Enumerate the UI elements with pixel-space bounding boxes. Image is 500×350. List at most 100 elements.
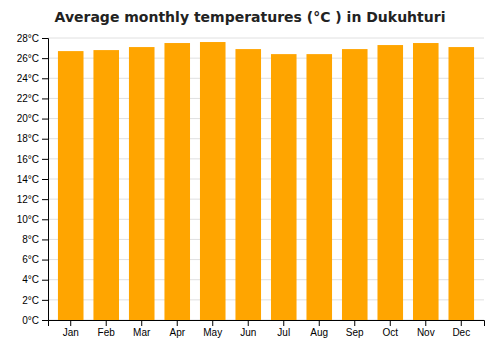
tick-mark	[42, 159, 48, 160]
tick: Aug	[310, 320, 328, 338]
bar	[58, 51, 84, 320]
chart: 0°C 2°C 4°C 6°C 8°C 10°C 12°C 14°C 16°C 18°C 20°C 2…	[0, 0, 500, 350]
tick: 2°C	[22, 295, 48, 306]
tick-label: 4°C	[22, 274, 39, 285]
tick-label: 2°C	[22, 295, 39, 306]
axis-line	[49, 321, 485, 327]
grid-line	[48, 38, 484, 39]
tick: Oct	[382, 320, 398, 338]
title: Average monthly temperatures (°C ) in Du…	[55, 9, 446, 25]
tick-mark	[70, 320, 71, 326]
tick: 26°C	[17, 53, 48, 64]
tick-mark	[177, 320, 178, 326]
tick-label: 8°C	[22, 234, 39, 245]
tick-label: 10°C	[17, 214, 39, 225]
tick-label: Sep	[346, 327, 364, 338]
axis-line	[42, 39, 49, 321]
tick-label: 28°C	[17, 33, 39, 44]
tick-mark	[390, 320, 391, 326]
tick-label: Jan	[63, 327, 79, 338]
tick-label: Aug	[310, 327, 328, 338]
tick-label: 24°C	[17, 73, 39, 84]
y-axis: 0°C 2°C 4°C 6°C 8°C 10°C 12°C 14°C 16°C 18°C 20°C 2…	[17, 33, 49, 326]
tick: 20°C	[17, 113, 48, 124]
tick-mark	[42, 239, 48, 240]
x-axis: Jan Feb Mar Apr May Jun Jul Aug Sep Oct Nov Dec	[49, 320, 485, 338]
tick-label: Jun	[240, 327, 256, 338]
plot: 0°C 2°C 4°C 6°C 8°C 10°C 12°C 14°C 16°C 18°C 20°C 2…	[17, 33, 485, 338]
tick-mark	[319, 320, 320, 326]
tick-label: 0°C	[22, 315, 39, 326]
tick-mark	[42, 320, 48, 321]
tick-mark	[42, 300, 48, 301]
tick-label: 22°C	[17, 93, 39, 104]
tick-mark	[42, 199, 48, 200]
tick-label: Oct	[382, 327, 398, 338]
bar	[306, 54, 332, 320]
bar	[448, 47, 474, 320]
tick: 6°C	[22, 254, 48, 265]
tick: Dec	[452, 320, 470, 338]
tick-mark	[283, 320, 284, 326]
tick: 28°C	[17, 33, 48, 44]
tick-mark	[42, 58, 48, 59]
bar	[200, 42, 226, 320]
bar	[93, 50, 119, 320]
bar	[271, 54, 297, 320]
tick-label: Jul	[277, 327, 290, 338]
tick-label: Mar	[133, 327, 151, 338]
tick-mark	[42, 179, 48, 180]
tick-label: 14°C	[17, 174, 39, 185]
tick-mark	[212, 320, 213, 326]
tick-mark	[461, 320, 462, 326]
tick-mark	[248, 320, 249, 326]
tick-label: May	[203, 327, 222, 338]
tick: Jun	[240, 320, 256, 338]
bar	[129, 47, 155, 320]
bar	[377, 45, 403, 320]
tick: 22°C	[17, 93, 48, 104]
tick: Feb	[98, 320, 116, 338]
tick-mark	[42, 78, 48, 79]
tick-label: 6°C	[22, 254, 39, 265]
tick-mark	[354, 320, 355, 326]
tick-label: Nov	[417, 327, 435, 338]
tick: 8°C	[22, 234, 48, 245]
bar	[235, 49, 261, 320]
tick-mark	[42, 38, 48, 39]
tick-label: 12°C	[17, 194, 39, 205]
tick: 12°C	[17, 194, 48, 205]
bar	[342, 49, 368, 320]
tick: Sep	[346, 320, 364, 338]
tick-label: 16°C	[17, 154, 39, 165]
tick: 16°C	[17, 154, 48, 165]
tick: May	[203, 320, 222, 338]
tick-mark	[42, 280, 48, 281]
tick-label: 18°C	[17, 133, 39, 144]
tick-label: Dec	[452, 327, 470, 338]
tick: Apr	[169, 320, 185, 338]
tick-label: Feb	[98, 327, 116, 338]
tick-mark	[42, 98, 48, 99]
tick: 18°C	[17, 133, 48, 144]
tick-mark	[42, 219, 48, 220]
tick-mark	[42, 139, 48, 140]
tick-label: 20°C	[17, 113, 39, 124]
bars	[58, 42, 474, 320]
tick-mark	[106, 320, 107, 326]
tick-mark	[425, 320, 426, 326]
tick: 0°C	[22, 315, 48, 326]
tick-mark	[42, 260, 48, 261]
tick: 4°C	[22, 274, 48, 285]
bar	[164, 43, 190, 320]
tick: Nov	[417, 320, 435, 338]
tick: 10°C	[17, 214, 48, 225]
bar	[413, 43, 439, 320]
tick-label: 26°C	[17, 53, 39, 64]
grid	[48, 38, 484, 320]
tick: 24°C	[17, 73, 48, 84]
tick: Jan	[63, 320, 79, 338]
tick-label: Apr	[169, 327, 185, 338]
tick-mark	[141, 320, 142, 326]
tick-mark	[42, 119, 48, 120]
